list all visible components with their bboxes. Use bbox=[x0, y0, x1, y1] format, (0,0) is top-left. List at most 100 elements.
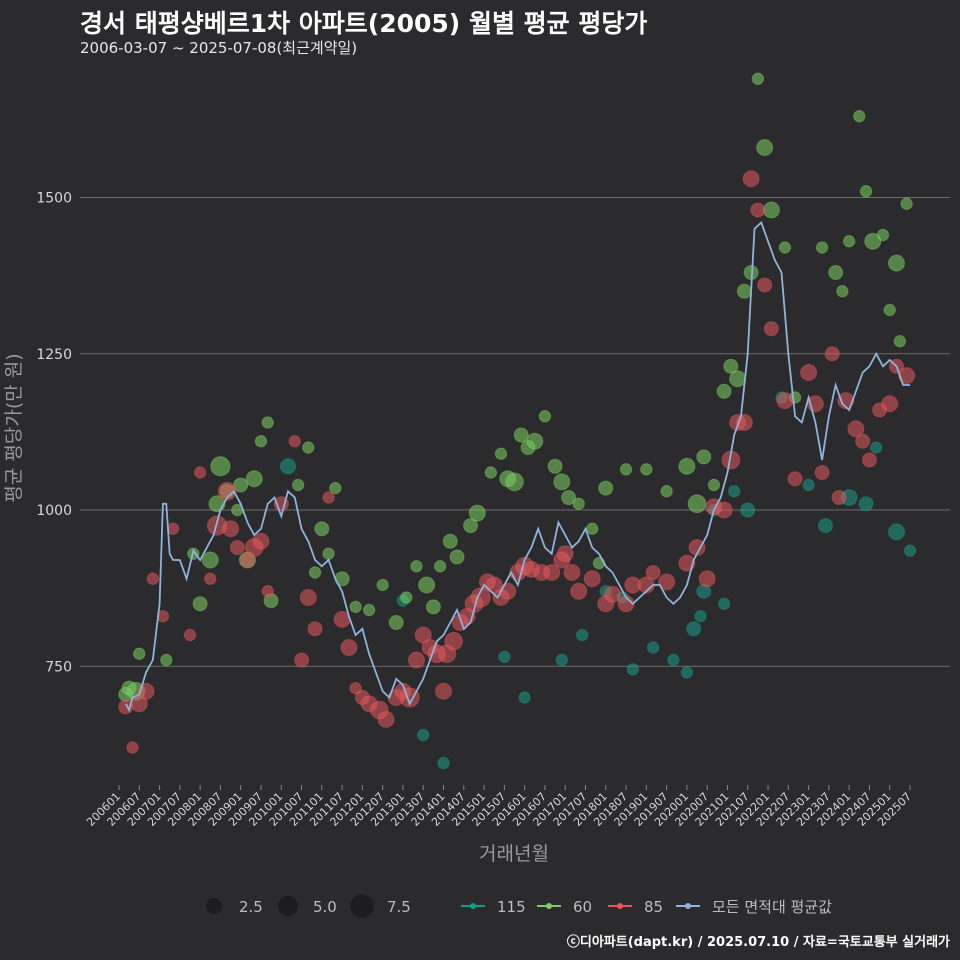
legend-dot-60 bbox=[546, 903, 552, 909]
data-point-60 bbox=[853, 110, 866, 123]
data-point-60 bbox=[418, 576, 436, 594]
data-point-85 bbox=[204, 572, 217, 585]
data-point-115 bbox=[728, 485, 741, 498]
data-point-60 bbox=[598, 480, 614, 496]
data-point-115 bbox=[417, 728, 430, 742]
legend-size-marker bbox=[205, 897, 223, 915]
data-point-60 bbox=[687, 494, 707, 514]
data-point-60 bbox=[893, 335, 907, 348]
data-point-60 bbox=[751, 72, 765, 85]
data-point-115 bbox=[686, 621, 702, 637]
data-point-115 bbox=[575, 628, 589, 642]
data-point-60 bbox=[261, 416, 274, 429]
data-point-85 bbox=[299, 588, 317, 607]
data-point-85 bbox=[261, 585, 274, 598]
data-point-60 bbox=[201, 551, 219, 569]
data-point-60 bbox=[538, 410, 552, 423]
data-point-85 bbox=[217, 481, 237, 501]
legend-dot-avg bbox=[685, 903, 691, 909]
data-point-85 bbox=[763, 321, 779, 337]
data-point-85 bbox=[861, 452, 877, 468]
avg-line-layer bbox=[125, 220, 910, 713]
data-point-85 bbox=[898, 367, 916, 385]
data-point-60 bbox=[876, 228, 890, 242]
y-axis-label: 평균 평당가(만 원) bbox=[3, 353, 25, 502]
legend-color-label: 모든 면적대 평균값 bbox=[712, 898, 832, 916]
chart-title: 경서 태평샹베르1차 아파트(2005) 월별 평균 평당가 bbox=[80, 9, 648, 38]
data-point-60 bbox=[842, 235, 856, 248]
data-point-60 bbox=[707, 478, 721, 492]
data-point-85 bbox=[434, 682, 453, 700]
data-point-85 bbox=[776, 392, 794, 410]
data-point-85 bbox=[750, 202, 766, 218]
data-point-60 bbox=[547, 458, 563, 474]
data-point-85 bbox=[570, 582, 588, 600]
data-point-60 bbox=[586, 522, 599, 535]
legend-dot-115 bbox=[470, 903, 476, 909]
chart-subtitle: 2006-03-07 ~ 2025-07-08(최근계약일) bbox=[80, 39, 358, 57]
y-tick-labels: 750 1000 1250 1500 bbox=[36, 191, 72, 676]
data-point-60 bbox=[756, 138, 774, 157]
data-point-85 bbox=[499, 582, 517, 600]
data-point-60 bbox=[433, 560, 447, 573]
y-tick-label: 1250 bbox=[36, 347, 72, 363]
data-point-115 bbox=[858, 496, 874, 512]
data-point-85 bbox=[831, 489, 847, 506]
data-point-85 bbox=[881, 395, 899, 413]
data-point-60 bbox=[864, 232, 882, 250]
data-point-60 bbox=[723, 358, 739, 374]
data-point-85 bbox=[855, 433, 871, 449]
data-point-85 bbox=[757, 277, 773, 293]
data-point-85 bbox=[824, 346, 840, 362]
data-point-115 bbox=[518, 691, 531, 704]
legend-size-marker bbox=[277, 895, 299, 917]
data-point-85 bbox=[322, 491, 335, 504]
legend-size-label: 7.5 bbox=[387, 898, 411, 916]
data-point-85 bbox=[742, 170, 760, 188]
data-point-115 bbox=[869, 441, 883, 454]
legend-color-label: 85 bbox=[644, 898, 663, 916]
data-point-60 bbox=[815, 241, 829, 254]
data-point-115 bbox=[667, 653, 680, 667]
data-point-60 bbox=[778, 241, 792, 254]
data-point-60 bbox=[308, 566, 322, 579]
data-point-85 bbox=[787, 471, 803, 487]
data-point-60 bbox=[859, 185, 873, 198]
data-point-60 bbox=[254, 435, 268, 448]
data-point-60 bbox=[513, 427, 529, 443]
point-layer bbox=[118, 72, 917, 770]
data-point-60 bbox=[526, 432, 544, 450]
data-point-60 bbox=[322, 547, 335, 560]
data-point-85 bbox=[444, 631, 464, 651]
data-point-60 bbox=[836, 285, 849, 298]
data-point-60 bbox=[561, 489, 577, 506]
data-point-85 bbox=[814, 464, 830, 481]
data-point-85 bbox=[485, 576, 503, 594]
data-point-60 bbox=[329, 481, 342, 495]
data-point-85 bbox=[543, 563, 561, 582]
y-tick-label: 750 bbox=[45, 659, 72, 675]
data-point-115 bbox=[279, 458, 297, 475]
data-point-85 bbox=[307, 621, 323, 637]
data-point-60 bbox=[572, 497, 585, 510]
legend-color-label: 115 bbox=[497, 898, 526, 916]
data-point-115 bbox=[903, 544, 917, 557]
data-point-60 bbox=[505, 472, 524, 492]
data-point-85 bbox=[407, 651, 426, 669]
x-tick-labels: 2006012006072007012007072008012008072009… bbox=[84, 785, 914, 829]
legend-size-label: 2.5 bbox=[239, 898, 263, 916]
data-point-60 bbox=[678, 457, 696, 475]
data-point-60 bbox=[376, 578, 389, 592]
y-tick-label: 1000 bbox=[36, 503, 72, 519]
data-point-60 bbox=[192, 596, 208, 612]
data-point-60 bbox=[716, 383, 732, 399]
data-point-85 bbox=[288, 435, 301, 448]
data-point-60 bbox=[291, 478, 305, 492]
data-point-60 bbox=[210, 456, 231, 477]
source-caption: ⓒ디아파트(dapt.kr) / 2025.07.10 / 자료=국토교통부 실… bbox=[566, 935, 950, 950]
y-tick-label: 1500 bbox=[36, 191, 72, 207]
data-point-115 bbox=[717, 597, 731, 610]
data-point-115 bbox=[802, 478, 815, 492]
data-point-115 bbox=[555, 653, 569, 667]
data-point-60 bbox=[736, 283, 752, 299]
